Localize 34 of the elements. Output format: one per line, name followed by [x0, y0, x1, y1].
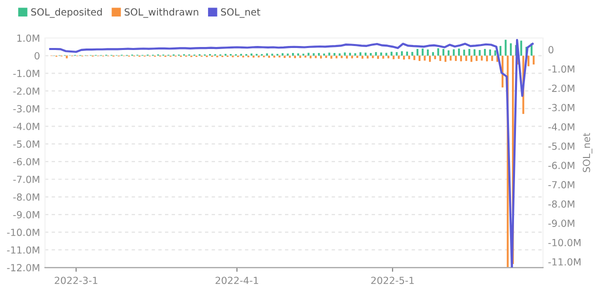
y-tick-label: -4.0M [13, 122, 40, 130]
y2-tick-label: -3.0M [548, 104, 574, 112]
y2-tick-label: -8.0M [548, 200, 574, 208]
y-tick-label: -3.0M [13, 105, 40, 112]
y-tick-label: 0 [34, 52, 40, 60]
y2-tick-label: -5.0M [548, 142, 574, 150]
y-tick-label: 1.0M [17, 34, 40, 42]
y2-tick-label: -10.0M [548, 238, 580, 246]
y2-tick-label: 0 [548, 46, 554, 54]
x-tick-label: 2022-4-1 [216, 276, 258, 284]
legend-label: SOL_deposited [31, 8, 102, 18]
y2-tick-label: -4.0M [548, 123, 574, 131]
y2-axis-title: SOL_net [582, 132, 592, 172]
y-tick-label: -8.0M [13, 193, 40, 201]
y2-tick-label: -6.0M [548, 162, 574, 170]
y-tick-label: -10.0M [7, 228, 40, 236]
y-tick-label: -5.0M [13, 140, 40, 148]
legend-label: SOL_net [221, 8, 260, 18]
y2-tick-label: -2.0M [548, 84, 574, 92]
y-tick-label: -7.0M [13, 176, 40, 184]
y-tick-label: -12.0M [7, 264, 40, 272]
y2-tick-label: -1.0M [548, 65, 574, 73]
y-tick-label: -2.0M [13, 87, 40, 95]
x-tick-label: 2022-3-1 [54, 276, 98, 284]
y-tick-label: -6.0M [13, 158, 40, 166]
y2-tick-label: -9.0M [548, 220, 574, 227]
y2-tick-label: -7.0M [548, 181, 574, 188]
legend-label: SOL_withdrawn [124, 8, 198, 18]
y-tick-label: -9.0M [13, 211, 40, 218]
x-tick-label: 2022-5-1 [371, 276, 414, 284]
line-series [49, 38, 534, 268]
y-tick-label: -11.0M [7, 246, 40, 254]
y-tick-label: -1.0M [13, 70, 40, 78]
y2-tick-label: -11.0M [548, 258, 580, 266]
